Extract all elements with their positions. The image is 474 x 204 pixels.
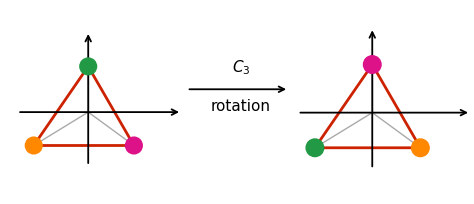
Circle shape <box>364 56 381 73</box>
Circle shape <box>26 137 42 154</box>
Circle shape <box>126 137 142 154</box>
Circle shape <box>411 139 429 156</box>
Circle shape <box>80 58 97 75</box>
Circle shape <box>306 139 324 156</box>
Text: rotation: rotation <box>211 99 271 114</box>
Text: $C_3$: $C_3$ <box>232 58 250 77</box>
